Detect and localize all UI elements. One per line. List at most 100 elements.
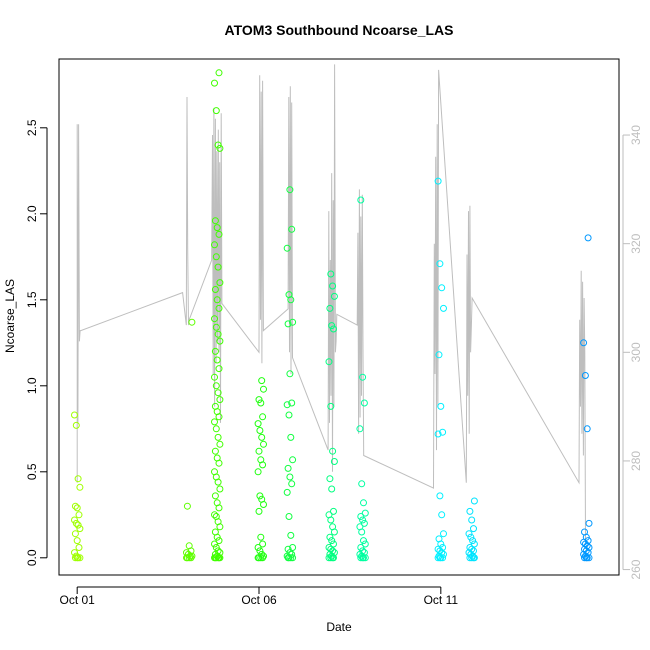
data-point xyxy=(439,554,447,562)
data-point xyxy=(211,511,218,519)
data-point xyxy=(434,177,442,185)
data-point xyxy=(440,530,447,538)
y2-tick-label: 300 xyxy=(629,342,643,362)
data-point xyxy=(257,399,265,407)
data-point xyxy=(213,356,221,364)
data-point xyxy=(356,425,364,433)
data-point xyxy=(188,318,196,326)
data-point xyxy=(286,370,294,378)
data-point xyxy=(254,554,262,562)
data-point xyxy=(585,554,593,562)
data-point xyxy=(214,389,222,397)
data-point xyxy=(212,107,220,115)
data-point xyxy=(585,519,593,527)
data-point xyxy=(328,537,336,545)
data-point xyxy=(329,282,337,290)
data-point xyxy=(215,413,223,421)
data-point xyxy=(289,554,297,562)
data-point xyxy=(359,554,367,562)
data-point xyxy=(584,234,592,242)
data-point xyxy=(359,516,367,524)
data-point xyxy=(211,241,218,249)
data-point xyxy=(470,554,477,562)
data-point xyxy=(468,516,476,524)
data-point xyxy=(330,458,338,465)
data-point xyxy=(75,544,83,551)
data-point xyxy=(286,473,294,481)
data-point xyxy=(330,528,338,536)
data-point xyxy=(328,322,336,330)
data-point xyxy=(327,402,335,410)
data-point xyxy=(213,224,221,232)
data-point xyxy=(215,304,223,312)
data-point xyxy=(326,475,334,483)
data-point xyxy=(255,507,263,515)
data-point xyxy=(259,461,267,469)
data-point xyxy=(72,421,80,429)
data-point xyxy=(358,528,366,536)
y-tick-label: 2.5 xyxy=(25,119,39,136)
data-point xyxy=(357,513,365,520)
data-point xyxy=(212,323,220,331)
data-point xyxy=(211,554,219,562)
data-point xyxy=(361,554,369,562)
y2-tick-label: 340 xyxy=(629,125,643,145)
data-point xyxy=(283,244,291,252)
data-point xyxy=(216,144,224,152)
secondary-line-series xyxy=(76,64,586,543)
data-point xyxy=(255,447,263,455)
data-point xyxy=(216,396,224,404)
data-point xyxy=(214,433,222,441)
data-point xyxy=(326,304,334,312)
data-point xyxy=(287,531,295,539)
data-point xyxy=(327,516,335,524)
data-point xyxy=(259,413,267,421)
data-point xyxy=(256,427,264,434)
data-point xyxy=(325,544,333,551)
data-point xyxy=(283,488,291,496)
data-point xyxy=(582,554,590,562)
data-point xyxy=(211,315,218,323)
data-point xyxy=(328,485,336,493)
data-point xyxy=(580,339,588,347)
x-tick-label: Oct 11 xyxy=(424,593,459,607)
data-point xyxy=(211,217,219,225)
data-point xyxy=(288,480,296,488)
data-point xyxy=(285,411,293,419)
data-point xyxy=(329,554,337,562)
data-point xyxy=(213,296,221,304)
data-point xyxy=(260,440,267,448)
data-point xyxy=(466,507,474,515)
data-point xyxy=(440,304,447,312)
data-point xyxy=(465,530,473,538)
data-point xyxy=(284,320,292,328)
data-point xyxy=(216,279,224,287)
data-point xyxy=(211,540,218,548)
data-point xyxy=(330,292,338,300)
chart-title: ATOM3 Southbound Ncoarse_LAS xyxy=(225,22,454,38)
data-point xyxy=(215,69,223,77)
data-point xyxy=(357,196,365,204)
data-point xyxy=(436,492,444,500)
data-point xyxy=(216,337,224,345)
data-point xyxy=(215,459,223,467)
data-point xyxy=(361,509,369,517)
data-point xyxy=(260,385,267,393)
data-point xyxy=(216,523,224,531)
data-point xyxy=(467,533,475,541)
data-point xyxy=(436,547,444,555)
data-point xyxy=(254,468,262,476)
data-point xyxy=(326,533,334,541)
data-point xyxy=(470,525,477,533)
data-point xyxy=(358,480,366,488)
data-point xyxy=(215,230,223,238)
data-point xyxy=(361,540,369,548)
data-point xyxy=(435,351,443,359)
data-point xyxy=(183,554,190,562)
y-tick-label: 2.0 xyxy=(25,205,39,222)
data-point xyxy=(581,540,589,548)
data-point xyxy=(360,499,367,507)
y2-tick-label: 320 xyxy=(629,233,643,253)
data-point xyxy=(213,533,221,541)
